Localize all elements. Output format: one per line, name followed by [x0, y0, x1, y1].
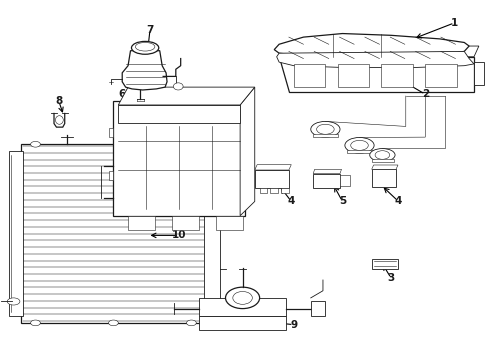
Ellipse shape [351, 140, 368, 150]
Polygon shape [118, 87, 255, 105]
Bar [294, 64, 325, 87]
Polygon shape [372, 258, 398, 269]
Text: 6: 6 [119, 89, 126, 99]
Ellipse shape [131, 41, 159, 54]
Ellipse shape [311, 121, 340, 137]
Bar [313, 134, 338, 137]
Polygon shape [311, 301, 325, 316]
Bar [281, 188, 289, 193]
Ellipse shape [187, 141, 196, 147]
Ellipse shape [30, 320, 40, 326]
Polygon shape [203, 152, 220, 316]
Text: 4: 4 [395, 197, 402, 206]
Polygon shape [213, 121, 247, 135]
Polygon shape [279, 46, 479, 57]
Ellipse shape [135, 42, 155, 51]
Text: 9: 9 [290, 320, 297, 330]
Bar [206, 125, 213, 134]
Ellipse shape [375, 151, 390, 159]
Polygon shape [122, 51, 167, 90]
Polygon shape [199, 298, 287, 316]
Ellipse shape [30, 141, 40, 147]
Polygon shape [240, 87, 255, 216]
Polygon shape [255, 165, 291, 170]
Polygon shape [313, 169, 342, 174]
Ellipse shape [173, 83, 183, 90]
Text: 3: 3 [244, 111, 251, 121]
Ellipse shape [345, 138, 374, 153]
Text: 1: 1 [451, 18, 458, 28]
Polygon shape [274, 33, 469, 57]
Bar [109, 128, 114, 137]
Polygon shape [255, 170, 289, 188]
Ellipse shape [317, 124, 334, 134]
Text: 5: 5 [339, 197, 346, 206]
Bar [474, 62, 484, 85]
Polygon shape [277, 51, 474, 67]
Ellipse shape [55, 116, 63, 124]
Polygon shape [118, 105, 240, 123]
Text: 10: 10 [172, 230, 187, 240]
Bar [260, 188, 268, 193]
Polygon shape [279, 57, 474, 93]
Bar [425, 64, 457, 87]
Bar [347, 150, 372, 153]
Ellipse shape [187, 320, 196, 326]
Bar [381, 64, 413, 87]
Polygon shape [313, 174, 340, 188]
Polygon shape [21, 144, 206, 323]
Ellipse shape [7, 298, 20, 305]
Text: 7: 7 [147, 25, 154, 35]
Polygon shape [372, 169, 396, 187]
Ellipse shape [109, 320, 118, 326]
Text: 2: 2 [422, 89, 429, 99]
Polygon shape [340, 175, 350, 186]
Polygon shape [54, 113, 65, 127]
Text: 8: 8 [55, 96, 63, 107]
Bar [109, 171, 114, 180]
Bar [270, 188, 278, 193]
Bar [338, 64, 369, 87]
Polygon shape [172, 216, 199, 230]
Polygon shape [216, 216, 243, 230]
Bar [372, 159, 393, 162]
Ellipse shape [233, 292, 252, 304]
Text: 4: 4 [288, 197, 295, 206]
Ellipse shape [225, 287, 260, 309]
Polygon shape [128, 216, 155, 230]
Polygon shape [114, 102, 245, 216]
Ellipse shape [370, 149, 395, 161]
Polygon shape [213, 116, 250, 121]
Polygon shape [9, 152, 24, 316]
Polygon shape [199, 316, 287, 330]
Text: 3: 3 [388, 273, 395, 283]
Polygon shape [372, 165, 398, 169]
